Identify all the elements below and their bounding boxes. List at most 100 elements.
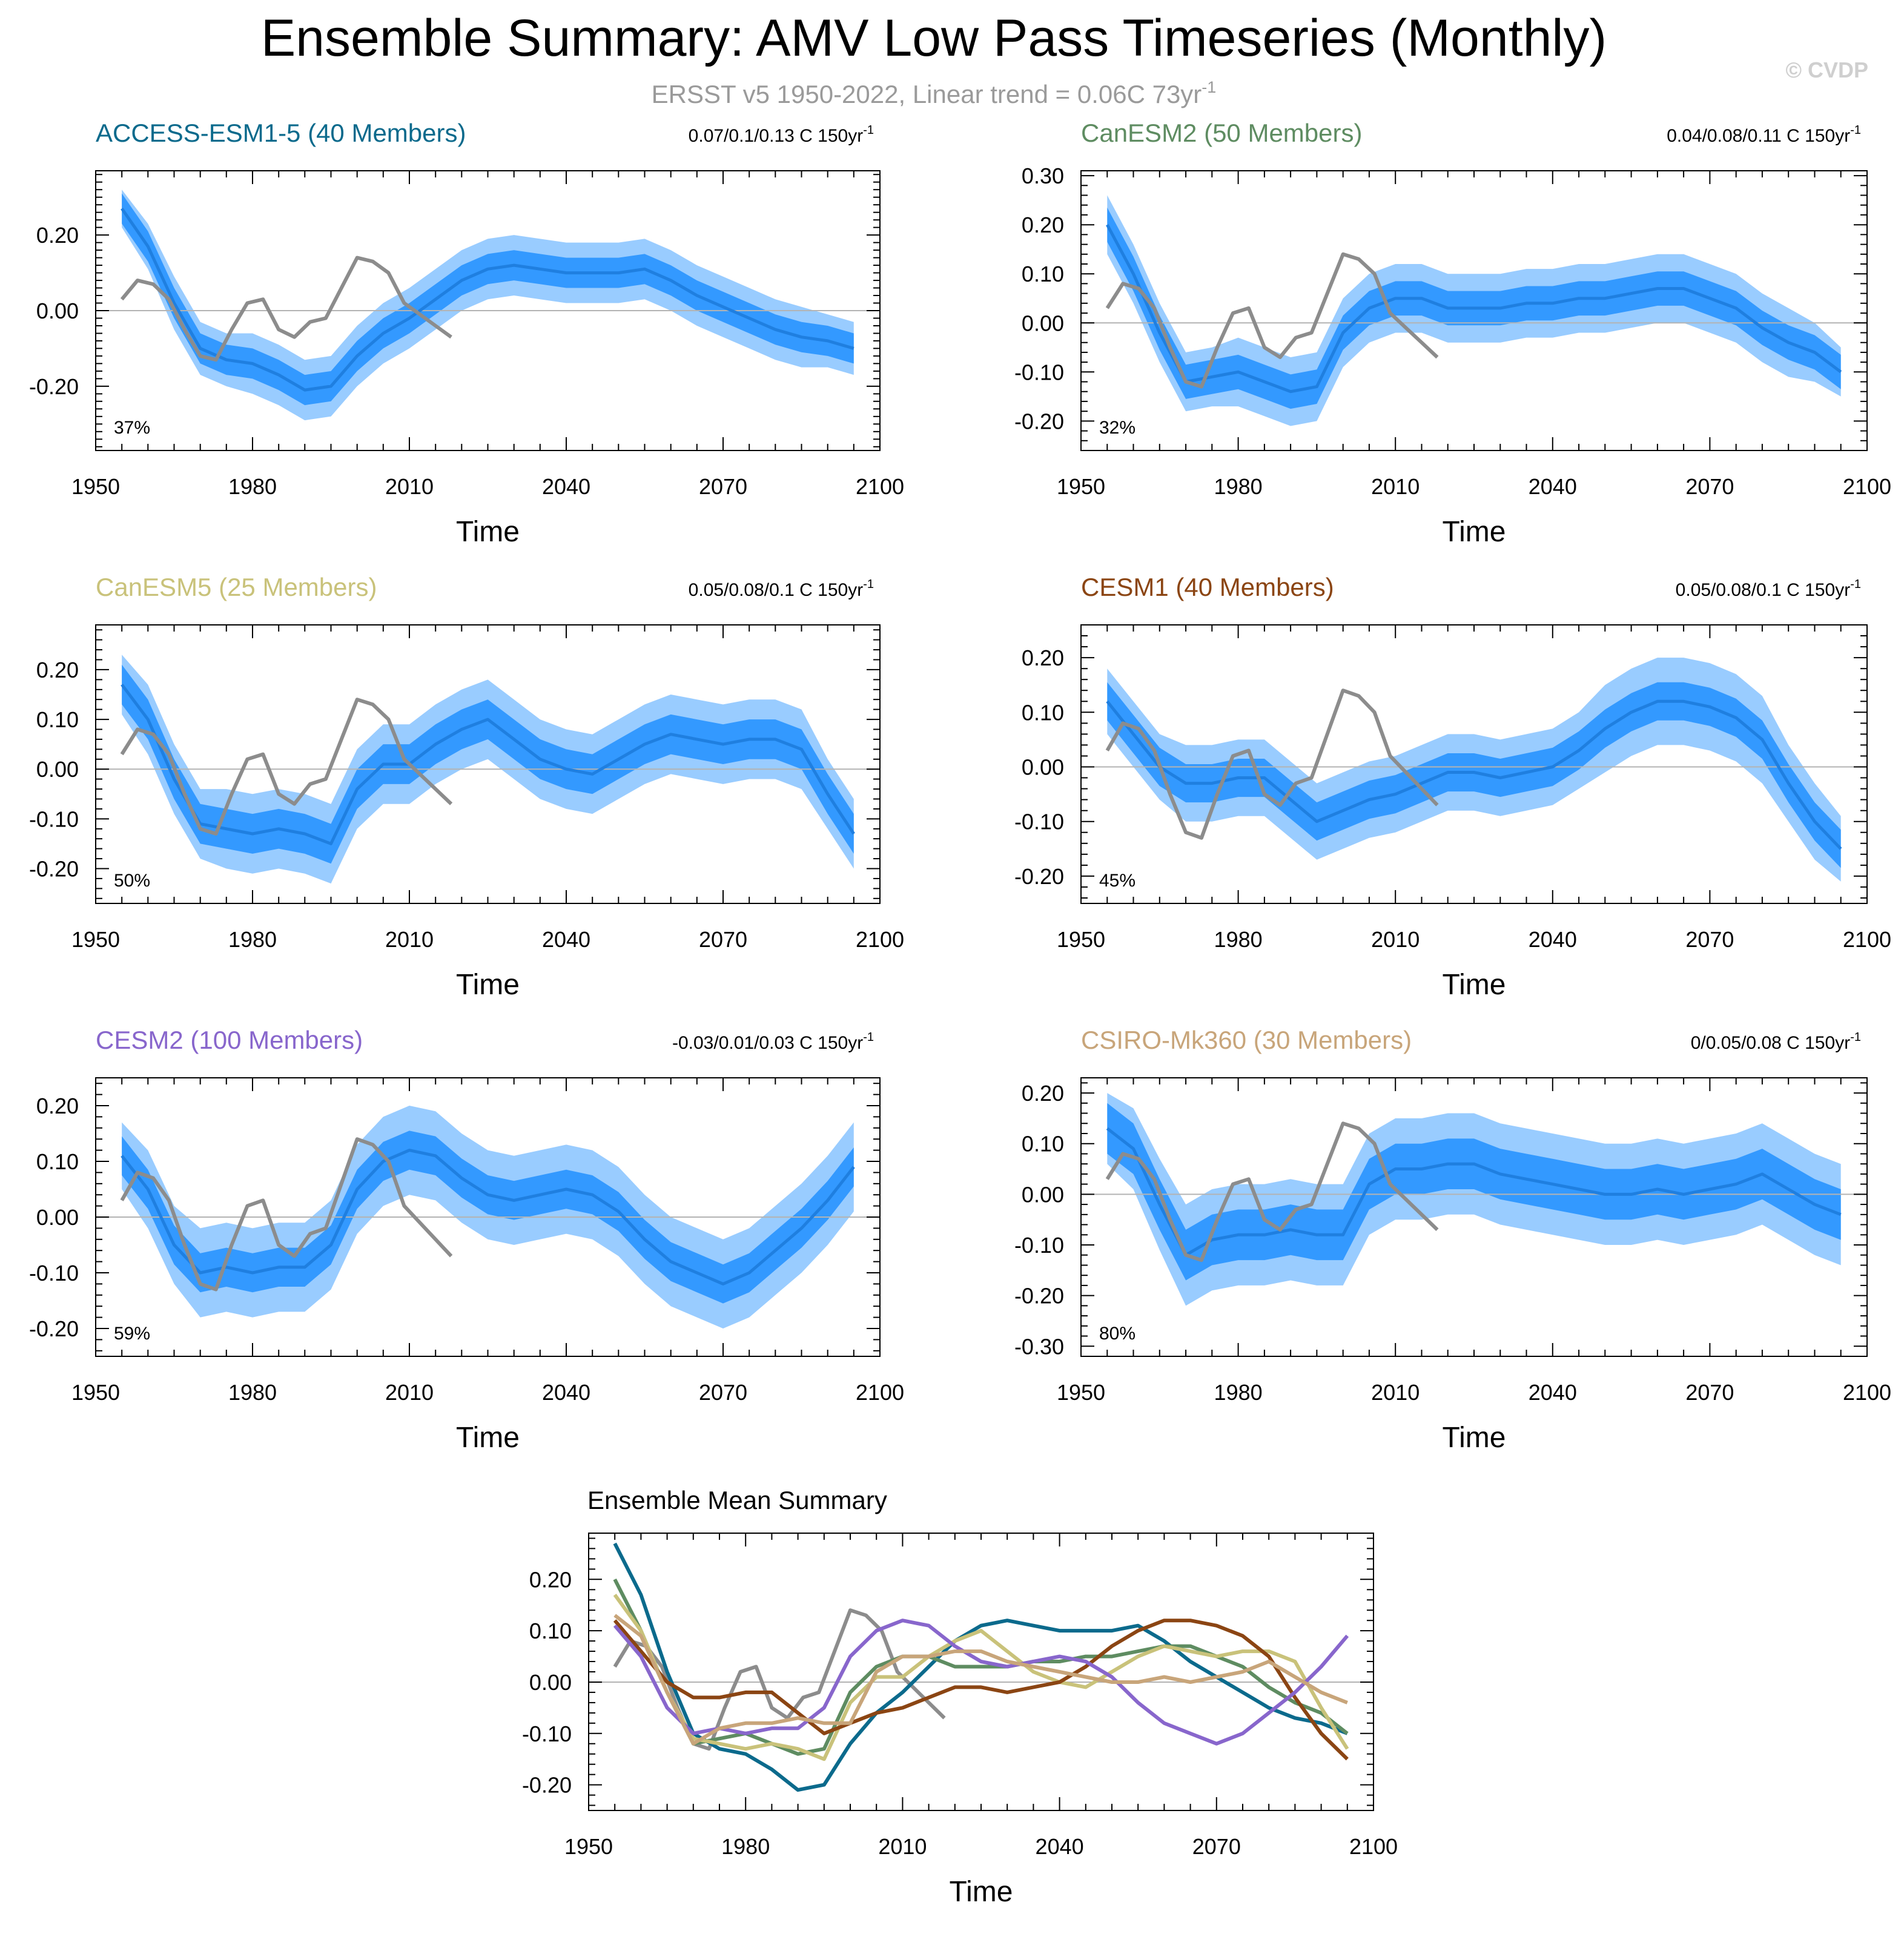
x-tick-label: 2100 [1843,1380,1891,1405]
x-tick-label: 2100 [856,474,904,499]
x-tick-label: 2010 [385,1380,434,1405]
y-tick-label: 0.00 [36,1205,79,1230]
y-tick-label: 0.10 [36,1149,79,1174]
plot-area [96,1106,880,1328]
panel-title: CESM2 (100 Members) [96,1026,363,1054]
y-tick-label: 0.20 [36,1094,79,1118]
trend-label: 0.05/0.08/0.1 C 150yr-1 [1676,578,1861,600]
summary-line-cesm1 [613,1619,1349,1761]
y-tick-label: -0.20 [522,1773,572,1798]
x-tick-label: 2070 [1685,927,1734,952]
y-tick-label: 0.20 [36,223,79,248]
observed-line [1105,688,1439,840]
panel-title: CSIRO-Mk360 (30 Members) [1081,1026,1412,1054]
y-tick-label: -0.10 [29,807,79,831]
y-tick-label: 0.10 [1022,700,1064,725]
trend-label: 0/0.05/0.08 C 150yr-1 [1691,1031,1861,1053]
ensemble-mean-line [121,207,854,392]
summary-line-csiro [613,1614,1348,1746]
plot-area [589,1542,1373,1792]
ensemble-mean-line [1106,1127,1842,1257]
x-tick-label: 2070 [699,927,747,952]
x-tick-label: 1950 [1057,474,1105,499]
observed-line [120,1137,453,1292]
percent-label: 37% [114,418,150,438]
panel-csiro: 1950 1980 2010 2040 2070 2100 -0.30 -0.20 -0.10 0… [1014,1026,1891,1454]
x-axis-label: Time [1443,1422,1506,1454]
percent-label: 59% [114,1324,150,1344]
observed-line [1105,252,1439,389]
trend-label-sup: -1 [1850,1031,1861,1044]
figure-title: Ensemble Summary: AMV Low Pass Timeserie… [261,9,1607,67]
x-tick-label: 2100 [856,1380,904,1405]
x-tick-label: 2040 [542,474,590,499]
spread-band-inner [122,664,854,864]
panel-canesm2: 1950 1980 2010 2040 2070 2100 -0.20 -0.10 0.00 0.… [1014,119,1891,548]
panel-title: ACCESS-ESM1-5 (40 Members) [96,119,466,147]
x-tick-label: 1980 [228,927,277,952]
y-tick-label: 0.20 [36,658,79,682]
y-tick-label: -0.20 [1014,1284,1064,1309]
x-tick-label: 2040 [542,1380,590,1405]
panel-cesm2: 1950 1980 2010 2040 2070 2100 -0.20 -0.10 0.00 0.… [29,1026,904,1454]
y-tick-label: 0.10 [36,707,79,732]
x-tick-label: 2040 [1036,1834,1084,1859]
observed-line [1105,1121,1439,1262]
x-tick-label: 2100 [1843,927,1891,952]
y-tick-label: 0.00 [1022,755,1064,780]
y-tick-label: 0.10 [1022,1132,1064,1157]
y-tick-label: 0.20 [1022,213,1064,237]
y-tick-label: 0.20 [1022,1081,1064,1106]
figure-subtitle-sup: -1 [1202,78,1216,96]
plot-area [96,655,880,884]
x-tick-label: 1950 [71,1380,120,1405]
percent-label: 50% [114,871,150,891]
panel-title: CanESM2 (50 Members) [1081,119,1362,147]
trend-label: -0.03/0.01/0.03 C 150yr-1 [672,1031,874,1053]
y-tick-label: -0.10 [1014,1233,1064,1258]
observed-line [120,698,453,836]
summary-line-obs [613,1608,946,1751]
x-axis-label: Time [456,969,520,1001]
trend-label: 0.05/0.08/0.1 C 150yr-1 [689,578,874,600]
y-tick-label: -0.20 [29,857,79,882]
y-tick-label: 0.20 [1022,645,1064,670]
ensemble-mean-line [121,684,855,845]
x-tick-label: 1980 [1214,1380,1263,1405]
plot-area [1081,195,1867,426]
y-tick-label: -0.10 [1014,360,1064,384]
y-tick-label: 0.00 [529,1670,572,1695]
spread-band-outer [122,190,854,421]
x-tick-label: 1980 [1214,927,1263,952]
y-tick-label: 0.00 [1022,311,1064,335]
panel-canesm5: 1950 1980 2010 2040 2070 2100 -0.20 -0.10 0.00 0.… [29,573,904,1001]
x-tick-label: 2100 [856,927,904,952]
ensemble-mean-line [1106,224,1842,394]
plot-frame [588,1533,1374,1811]
x-tick-label: 2010 [1371,927,1420,952]
x-tick-label: 2100 [1349,1834,1398,1859]
x-axis-label: Time [1443,969,1506,1001]
x-tick-label: 2010 [1371,474,1420,499]
x-tick-label: 1950 [564,1834,613,1859]
panel-summary: 1950 1980 2010 2040 2070 2100 -0.20 -0.10 0.00 0.… [522,1486,1398,1908]
y-tick-label: -0.20 [1014,409,1064,434]
y-tick-label: -0.30 [1014,1334,1064,1359]
y-tick-label: 0.10 [529,1619,572,1643]
y-tick-label: 0.00 [36,757,79,782]
x-axis-label: Time [950,1876,1013,1908]
trend-label-text: -0.03/0.01/0.03 C 150yr [672,1033,863,1053]
plot-area [1081,658,1867,882]
x-tick-label: 2070 [1685,474,1734,499]
x-tick-label: 2040 [1529,474,1577,499]
x-tick-label: 2010 [385,927,434,952]
x-tick-label: 1950 [1057,927,1105,952]
copyright-watermark: © CVDP [1785,58,1868,82]
panel-title: CESM1 (40 Members) [1081,573,1334,601]
trend-label: 0.04/0.08/0.11 C 150yr-1 [1667,124,1861,146]
x-axis-label: Time [1443,516,1506,548]
y-tick-label: -0.20 [29,374,79,399]
figure-subtitle-text: ERSST v5 1950-2022, Linear trend = 0.06C… [652,80,1202,108]
trend-label-sup: -1 [863,124,874,137]
